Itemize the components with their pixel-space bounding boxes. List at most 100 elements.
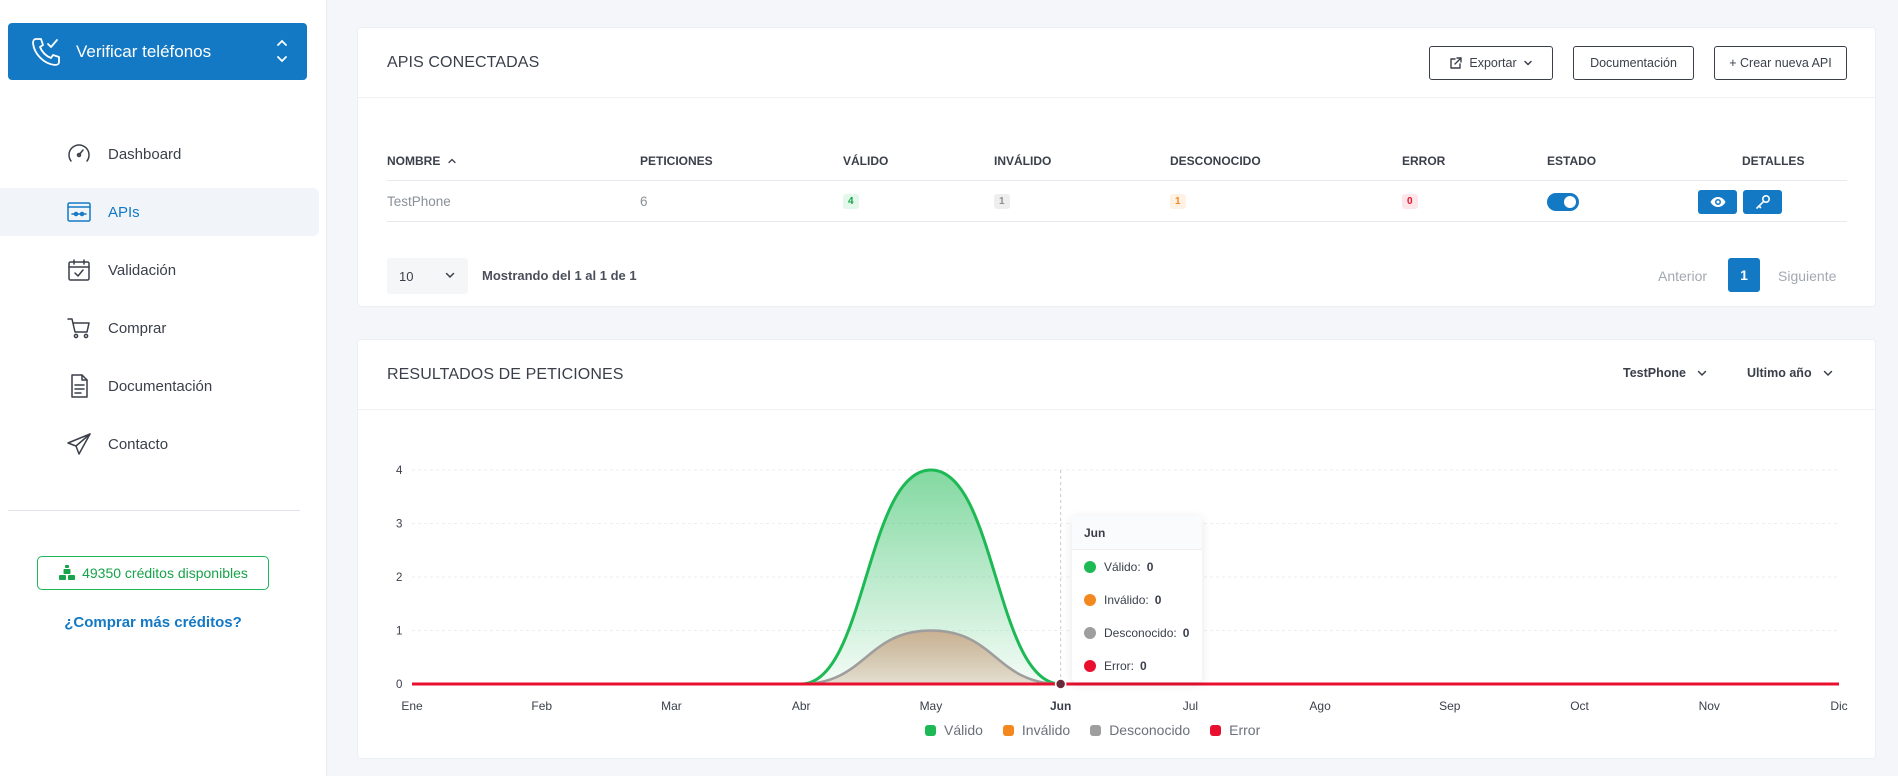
sidebar-item-label: Validación	[108, 261, 177, 279]
external-link-icon	[1450, 57, 1463, 69]
tooltip-title: Jun	[1072, 516, 1202, 550]
error-dot	[1084, 659, 1096, 672]
chevron-down-icon	[1697, 370, 1707, 377]
column-header-invalido: INVÁLIDO	[994, 154, 1052, 168]
tooltip-label: Válido:	[1104, 559, 1141, 574]
apis-card: APIS CONECTADAS Exportar Documentación +…	[357, 27, 1876, 307]
invalid-dot	[1084, 593, 1096, 606]
export-button[interactable]: Exportar	[1429, 46, 1553, 80]
sidebar-item-comprar[interactable]: Comprar	[0, 304, 319, 352]
tooltip-value: 0	[1146, 559, 1154, 574]
sidebar-item-apis[interactable]: APIs	[0, 188, 319, 236]
legend-item-invalid[interactable]: Inválido	[1002, 722, 1070, 738]
legend-item-unknown[interactable]: Desconocido	[1090, 722, 1190, 738]
sidebar-nav: Dashboard APIs Validación Comprar Docume…	[0, 130, 319, 478]
legend-item-error[interactable]: Error	[1210, 722, 1260, 738]
column-header-nombre[interactable]: NOMBRE	[387, 141, 457, 181]
phone-check-icon	[32, 37, 60, 66]
chevron-updown-icon	[277, 39, 287, 63]
cart-icon	[67, 318, 90, 339]
tooltip-value: 0	[1182, 625, 1190, 640]
hover-point	[1054, 678, 1067, 690]
app-switcher[interactable]: Verificar teléfonos	[8, 23, 307, 80]
results-card-title: RESULTADOS DE PETICIONES	[387, 365, 624, 383]
tooltip-row-unknown: Desconocido: 0	[1072, 616, 1202, 649]
next-page-button[interactable]: Siguiente	[1778, 268, 1837, 284]
x-tick-label: Ago	[1309, 699, 1331, 713]
previous-page-button[interactable]: Anterior	[1658, 268, 1708, 284]
eye-icon	[1710, 196, 1725, 207]
api-filter-select[interactable]: TestPhone	[1623, 366, 1708, 380]
tooltip-row-valid: Válido: 0	[1072, 550, 1202, 583]
legend-item-valid[interactable]: Válido	[925, 722, 983, 738]
export-label: Exportar	[1469, 56, 1517, 70]
key-icon	[1755, 194, 1770, 209]
status-toggle[interactable]	[1547, 192, 1579, 211]
sidebar-item-dashboard[interactable]: Dashboard	[0, 130, 319, 178]
api-filter-value: TestPhone	[1623, 366, 1686, 380]
api-name: TestPhone	[387, 194, 451, 209]
table-header: NOMBRE PETICIONES VÁLIDO INVÁLIDO DESCON…	[387, 141, 1847, 181]
app-title: Verificar teléfonos	[76, 41, 212, 61]
table-row: TestPhone 6 4 1 1 0	[387, 181, 1847, 222]
page-size-select[interactable]: 10	[387, 258, 468, 294]
calendar-check-icon	[68, 259, 90, 281]
x-tick-label: Jun	[1050, 699, 1071, 713]
x-tick-label: Jul	[1183, 699, 1198, 713]
column-header-detalles: DETALLES	[1742, 154, 1805, 168]
sidebar-item-label: APIs	[108, 203, 140, 221]
x-tick-label: Oct	[1570, 699, 1589, 713]
page-1-button[interactable]: 1	[1728, 258, 1760, 292]
buy-credits-link[interactable]: ¿Comprar más créditos?	[64, 614, 242, 631]
chevron-down-icon	[445, 272, 455, 279]
details-cell	[1698, 181, 1782, 222]
y-tick-label: 4	[396, 465, 403, 477]
document-icon	[71, 374, 88, 398]
tooltip-label: Desconocido:	[1104, 625, 1177, 640]
sidebar-item-documentacion[interactable]: Documentación	[0, 362, 319, 410]
chevron-down-icon	[1823, 370, 1832, 377]
api-requests: 6	[640, 194, 648, 209]
api-key-button[interactable]	[1743, 189, 1782, 214]
pagination-info: Mostrando del 1 al 1 de 1	[482, 268, 637, 283]
coins-icon	[59, 565, 76, 580]
y-tick-label: 3	[396, 519, 402, 531]
page-size-value: 10	[399, 268, 414, 284]
tooltip-label: Error:	[1104, 658, 1134, 673]
x-tick-label: Nov	[1699, 699, 1720, 713]
y-tick-label: 1	[396, 626, 402, 638]
sidebar-item-label: Comprar	[108, 319, 167, 337]
invalid-badge: 1	[994, 194, 1010, 209]
apis-table: NOMBRE PETICIONES VÁLIDO INVÁLIDO DESCON…	[387, 141, 1847, 222]
apis-card-header: APIS CONECTADAS	[358, 28, 1875, 98]
create-api-button[interactable]: + Crear nueva API	[1714, 46, 1847, 80]
documentation-button[interactable]: Documentación	[1573, 46, 1694, 80]
credits-badge[interactable]: 49350 créditos disponibles	[37, 556, 269, 590]
legend-swatch	[1002, 724, 1014, 736]
column-header-label: NOMBRE	[387, 154, 441, 168]
status-cell	[1547, 181, 1579, 222]
legend-swatch	[1090, 724, 1102, 736]
sidebar-item-validacion[interactable]: Validación	[0, 246, 319, 294]
legend-swatch	[1210, 724, 1222, 736]
unknown-cell: 1	[1170, 181, 1186, 222]
x-tick-label: Feb	[531, 699, 552, 713]
unknown-badge: 1	[1170, 194, 1186, 209]
x-tick-label: Abr	[792, 699, 811, 713]
valid-cell: 4	[843, 181, 859, 222]
speedometer-icon	[68, 144, 90, 162]
sort-up-icon	[448, 158, 456, 164]
sidebar-item-contacto[interactable]: Contacto	[0, 420, 319, 468]
sidebar: Verificar teléfonos Dashboard APIs Valid…	[0, 0, 327, 776]
column-header-error: ERROR	[1402, 154, 1446, 168]
y-tick-label: 0	[396, 679, 402, 691]
chart-legend: Válido Inválido Desconocido Error	[925, 722, 1260, 738]
apis-card-title: APIS CONECTADAS	[387, 53, 540, 71]
error-cell: 0	[1402, 181, 1418, 222]
column-header-valido: VÁLIDO	[843, 154, 889, 168]
view-details-button[interactable]	[1698, 189, 1737, 214]
toggle-knob	[1564, 195, 1576, 208]
period-filter-select[interactable]: Ultimo año	[1747, 366, 1834, 380]
column-header-desconocido: DESCONOCIDO	[1170, 154, 1261, 168]
